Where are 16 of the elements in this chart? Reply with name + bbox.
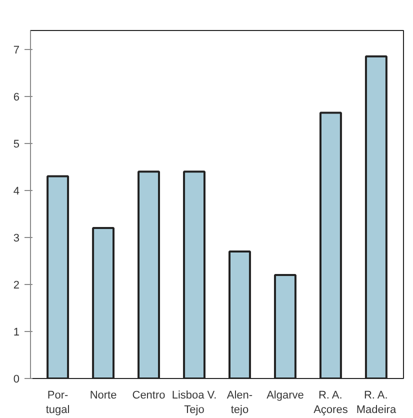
x-tick-label: Por- tugal: [46, 390, 70, 416]
y-tick-label: 4: [13, 185, 20, 198]
x-tick-label: Norte: [90, 390, 117, 402]
y-tick-label: 3: [13, 232, 20, 244]
y-tick-label: 1: [13, 326, 20, 338]
y-tick-label: 5: [13, 138, 20, 150]
x-tick-label: R. A. Madeira: [356, 390, 397, 416]
x-tick-label: Algarve: [266, 390, 304, 402]
y-tick-label: 7: [13, 44, 20, 56]
y-tick-label: 0: [13, 374, 20, 386]
y-tick-label: 2: [13, 279, 20, 292]
y-tick-label: 6: [13, 91, 20, 104]
x-tick-label: Lisboa V. Tejo: [172, 390, 217, 416]
x-tick-label: R. A. Açores: [314, 390, 348, 416]
x-tick-label: Alen- tejo: [226, 390, 253, 416]
x-tick-label: Centro: [132, 390, 166, 402]
